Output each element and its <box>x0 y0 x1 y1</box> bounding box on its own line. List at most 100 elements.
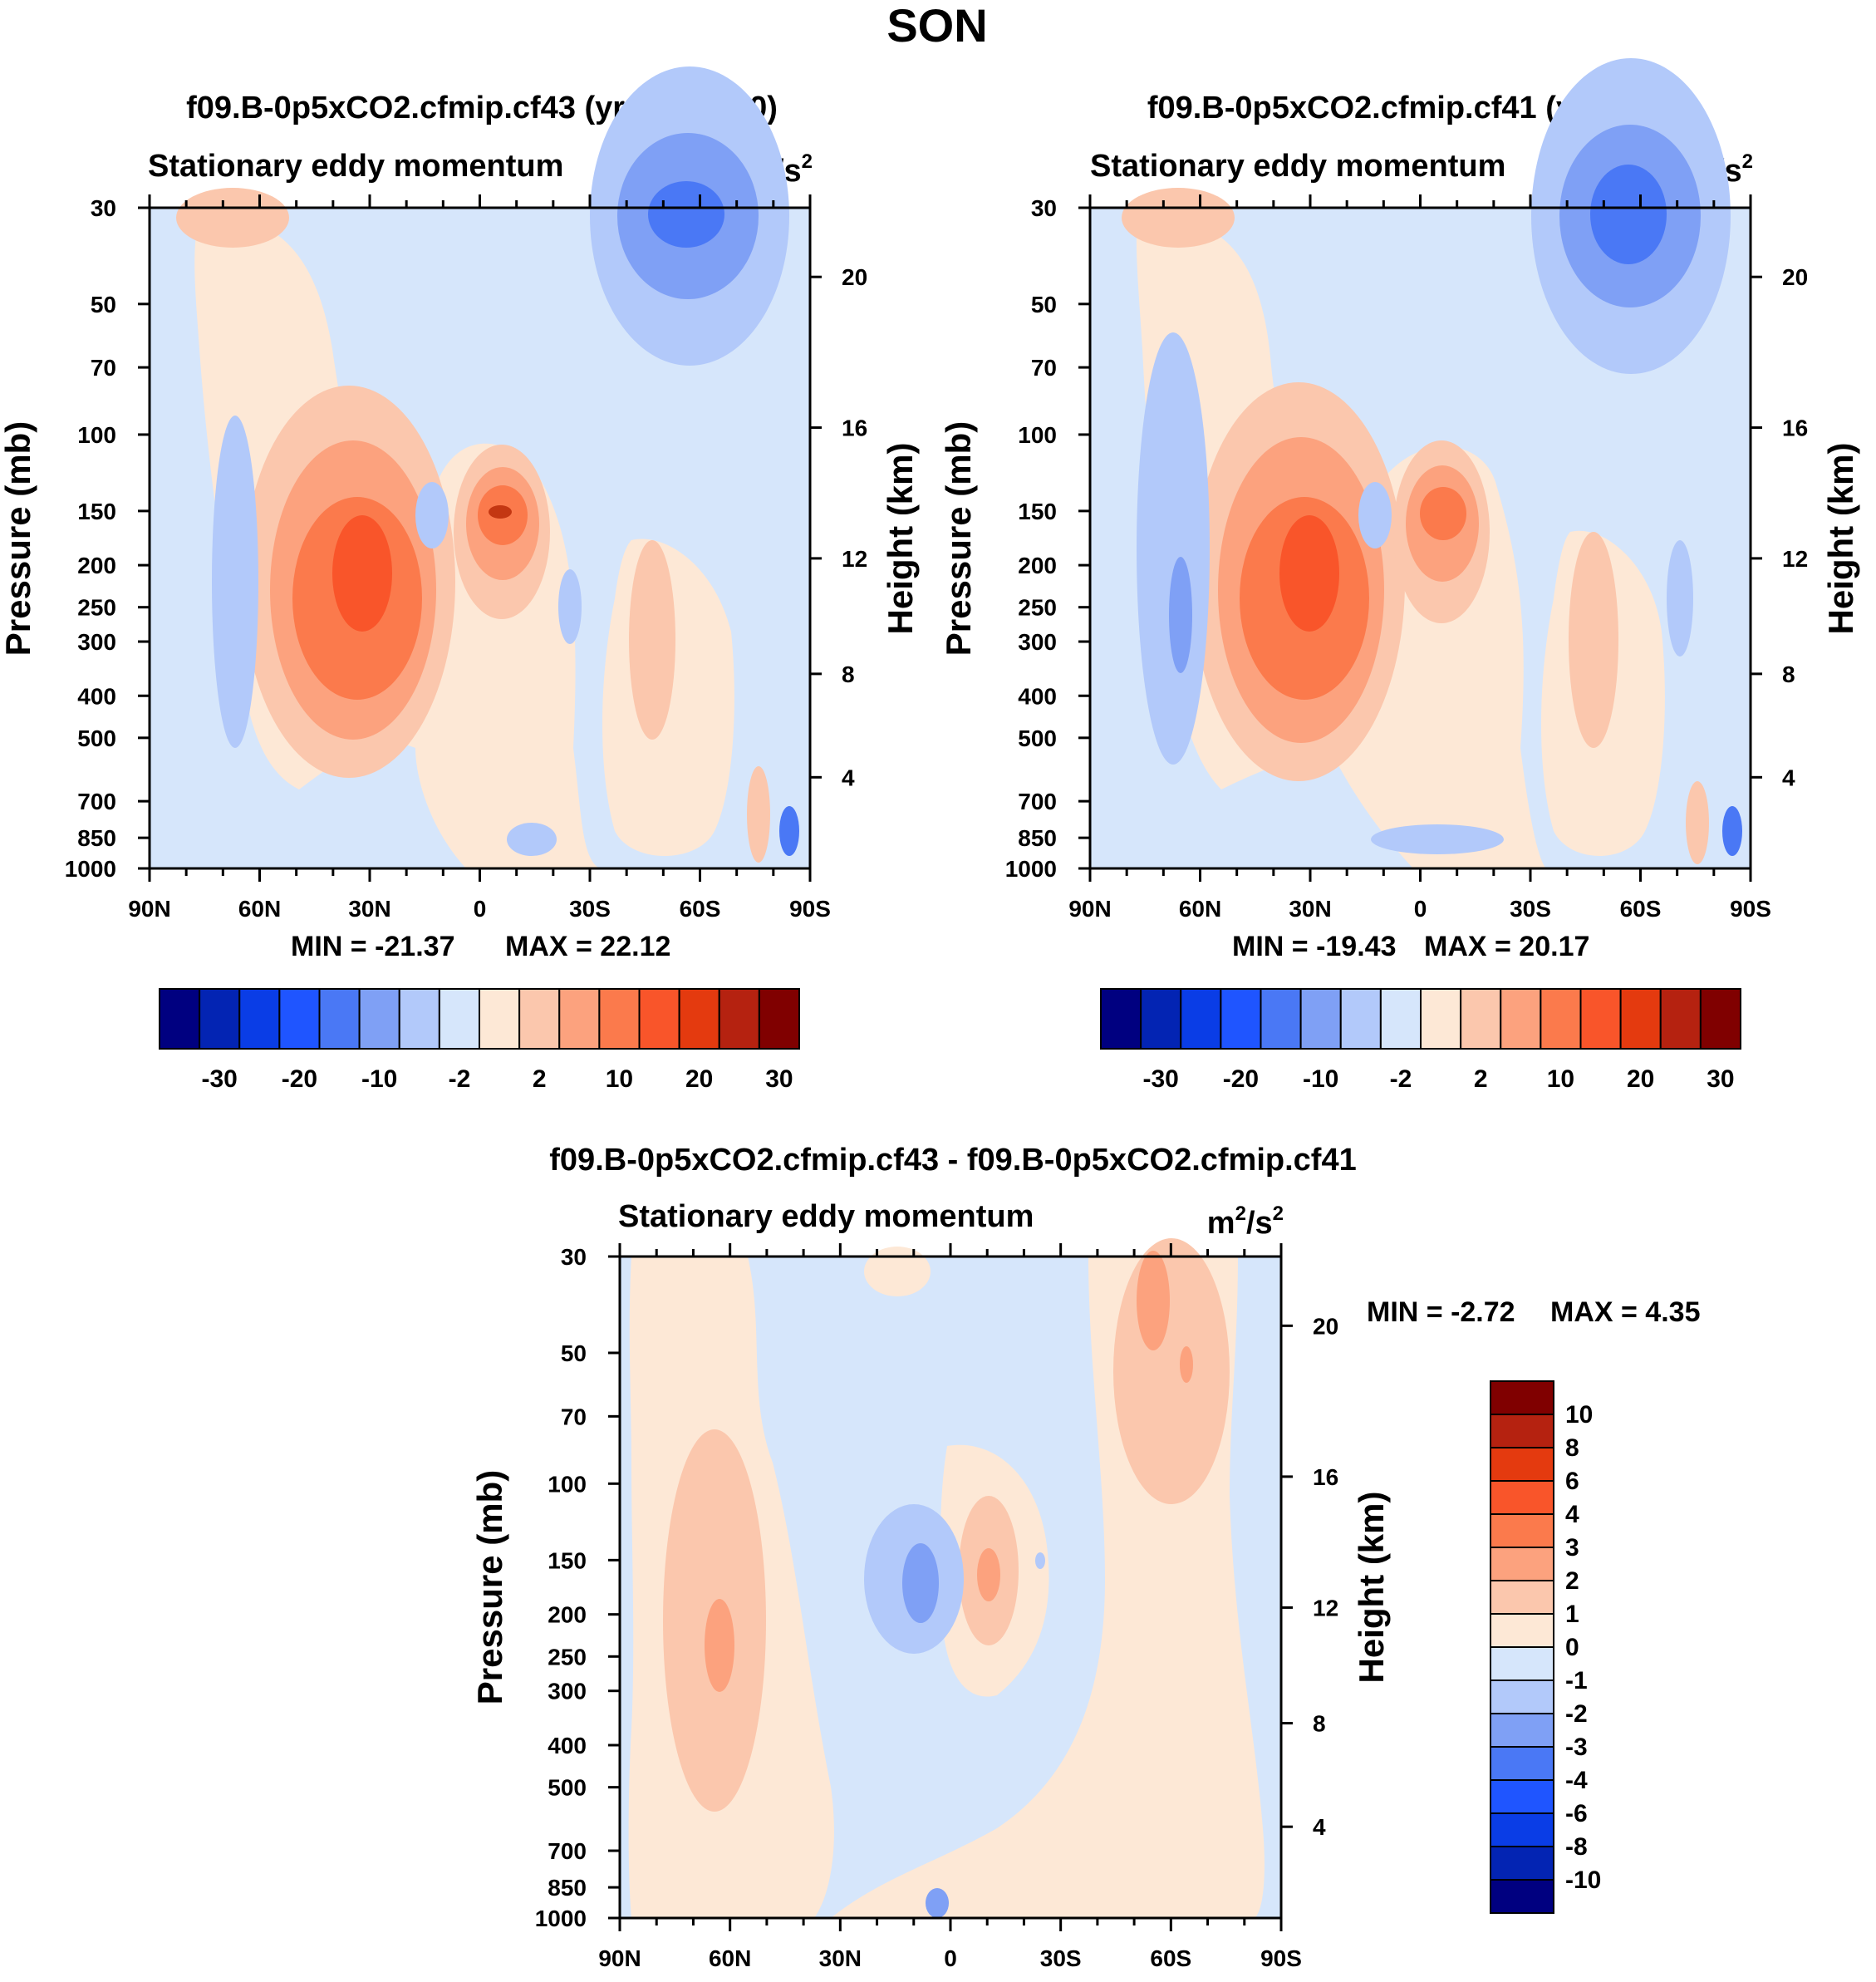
colorbar-box <box>1299 988 1342 1050</box>
y2-axis-label: Height (km) <box>1352 1492 1391 1684</box>
contour-negative <box>926 1888 949 1918</box>
colorbar-box <box>1180 988 1222 1050</box>
colorbar-label: 2 <box>1474 1065 1488 1093</box>
colorbar-label: 3 <box>1565 1534 1579 1562</box>
colorbar-box <box>438 988 480 1050</box>
x-tick-label: 0 <box>944 1945 957 1971</box>
y2-tick-label: 8 <box>842 661 855 687</box>
y-axis-label: Pressure (mb) <box>0 421 37 656</box>
colorbar-box <box>598 988 641 1050</box>
contour-negative <box>1035 1552 1045 1569</box>
colorbar-label: 8 <box>1565 1434 1579 1462</box>
x-tick-label: 30S <box>1510 896 1551 922</box>
y2-tick-label: 4 <box>1782 765 1795 790</box>
y-tick-label: 700 <box>77 789 116 814</box>
y-tick-label: 850 <box>77 825 116 851</box>
colorbar-box <box>1490 1812 1554 1847</box>
contour-negative <box>1169 557 1192 673</box>
colorbar-label: -10 <box>1565 1866 1601 1894</box>
figure-title: SON <box>886 0 987 52</box>
colorbar-label: 10 <box>1547 1065 1574 1093</box>
colorbar-box <box>638 988 680 1050</box>
colorbar-box <box>518 988 561 1050</box>
contour-positive <box>1420 487 1466 540</box>
x-tick-label: 0 <box>1414 896 1427 922</box>
contour-negative <box>1722 806 1742 856</box>
y-tick-label: 150 <box>548 1547 587 1573</box>
colorbar-box <box>1490 1613 1554 1648</box>
contour-positive <box>1113 1238 1230 1504</box>
x-tick-label: 90S <box>1260 1945 1302 1971</box>
y2-tick-label: 16 <box>842 416 867 441</box>
plot-area: 30 50 70 100 150 200 250 300 400 500 700 850 1000 20 1… <box>65 66 867 922</box>
colorbar-box <box>1100 988 1142 1050</box>
min-label: MIN = -2.72 <box>1367 1296 1515 1328</box>
colorbar-box <box>1260 988 1302 1050</box>
contour-positive <box>1569 532 1618 748</box>
y2-tick-label: 16 <box>1782 416 1808 441</box>
contour-positive <box>176 188 289 248</box>
y-tick-label: 300 <box>548 1679 587 1704</box>
y2-tick-label: 12 <box>1782 546 1808 572</box>
contour-negative <box>1371 824 1504 854</box>
y-tick-label: 50 <box>91 292 116 317</box>
colorbar-label: 30 <box>765 1065 793 1093</box>
y-tick-label: 50 <box>1031 292 1057 317</box>
colorbar-box <box>278 988 321 1050</box>
y-tick-label: 850 <box>1018 825 1057 851</box>
y2-axis-label: Height (km) <box>881 443 920 635</box>
y-tick-label: 300 <box>1018 629 1057 655</box>
x-tick-label: 30S <box>569 896 611 922</box>
y2-tick-label: 12 <box>842 546 867 572</box>
colorbar-label: 10 <box>606 1065 633 1093</box>
contour-positive <box>705 1599 734 1692</box>
contour-positive <box>1686 781 1709 864</box>
colorbar-box <box>1490 1713 1554 1748</box>
colorbar-box <box>358 988 400 1050</box>
contour-positive <box>489 505 512 519</box>
y-tick-label: 850 <box>548 1875 587 1901</box>
colorbar-box <box>479 988 521 1050</box>
y-axis-label: Pressure (mb) <box>470 1470 509 1704</box>
colorbar-label: 2 <box>1565 1567 1579 1595</box>
y-tick-label: 250 <box>1018 595 1057 621</box>
y-tick-label: 70 <box>561 1404 587 1429</box>
contour-negative <box>1667 540 1693 657</box>
x-tick-label: 90N <box>598 1945 641 1971</box>
colorbar-label: -6 <box>1565 1800 1588 1827</box>
colorbar-box <box>758 988 800 1050</box>
colorbar-box <box>1490 1414 1554 1448</box>
contour-positive <box>1122 188 1235 248</box>
y2-tick-label: 8 <box>1313 1711 1326 1737</box>
y-tick-label: 250 <box>77 595 116 621</box>
y2-axis-label: Height (km) <box>1821 443 1860 635</box>
y-tick-label: 300 <box>77 629 116 655</box>
x-tick-label: 30N <box>1289 896 1331 922</box>
contour-negative <box>1137 332 1210 765</box>
y-tick-label: 500 <box>77 725 116 751</box>
colorbar-box <box>1490 1846 1554 1881</box>
x-tick-label: 60N <box>238 896 281 922</box>
contour-negative <box>779 806 799 856</box>
colorbar-box <box>1619 988 1662 1050</box>
y2-tick-label: 4 <box>1313 1814 1326 1840</box>
x-tick-label: 30S <box>1040 1945 1082 1971</box>
colorbar-box <box>159 988 201 1050</box>
max-label: MAX = 22.12 <box>505 931 670 962</box>
axes: 30 50 70 100 150 200 250 300 400 500 700 850 1000 20 1… <box>65 194 867 922</box>
colorbar-label: -30 <box>202 1065 238 1093</box>
colorbar-label: -30 <box>1143 1065 1179 1093</box>
x-tick-label: 90S <box>1730 896 1771 922</box>
colorbar-label: -2 <box>1565 1700 1588 1728</box>
colorbar-box <box>1460 988 1502 1050</box>
colorbar-box <box>1490 1480 1554 1515</box>
colorbar-label: 30 <box>1707 1065 1734 1093</box>
contour-negative <box>648 181 724 248</box>
colorbar-box <box>199 988 241 1050</box>
y-tick-label: 150 <box>1018 499 1057 524</box>
y2-tick-label: 20 <box>842 264 867 290</box>
contour-positive <box>1180 1346 1193 1383</box>
x-tick-label: 30N <box>348 896 390 922</box>
colorbar-label: -20 <box>1223 1065 1259 1093</box>
max-label: MAX = 4.35 <box>1550 1296 1700 1328</box>
